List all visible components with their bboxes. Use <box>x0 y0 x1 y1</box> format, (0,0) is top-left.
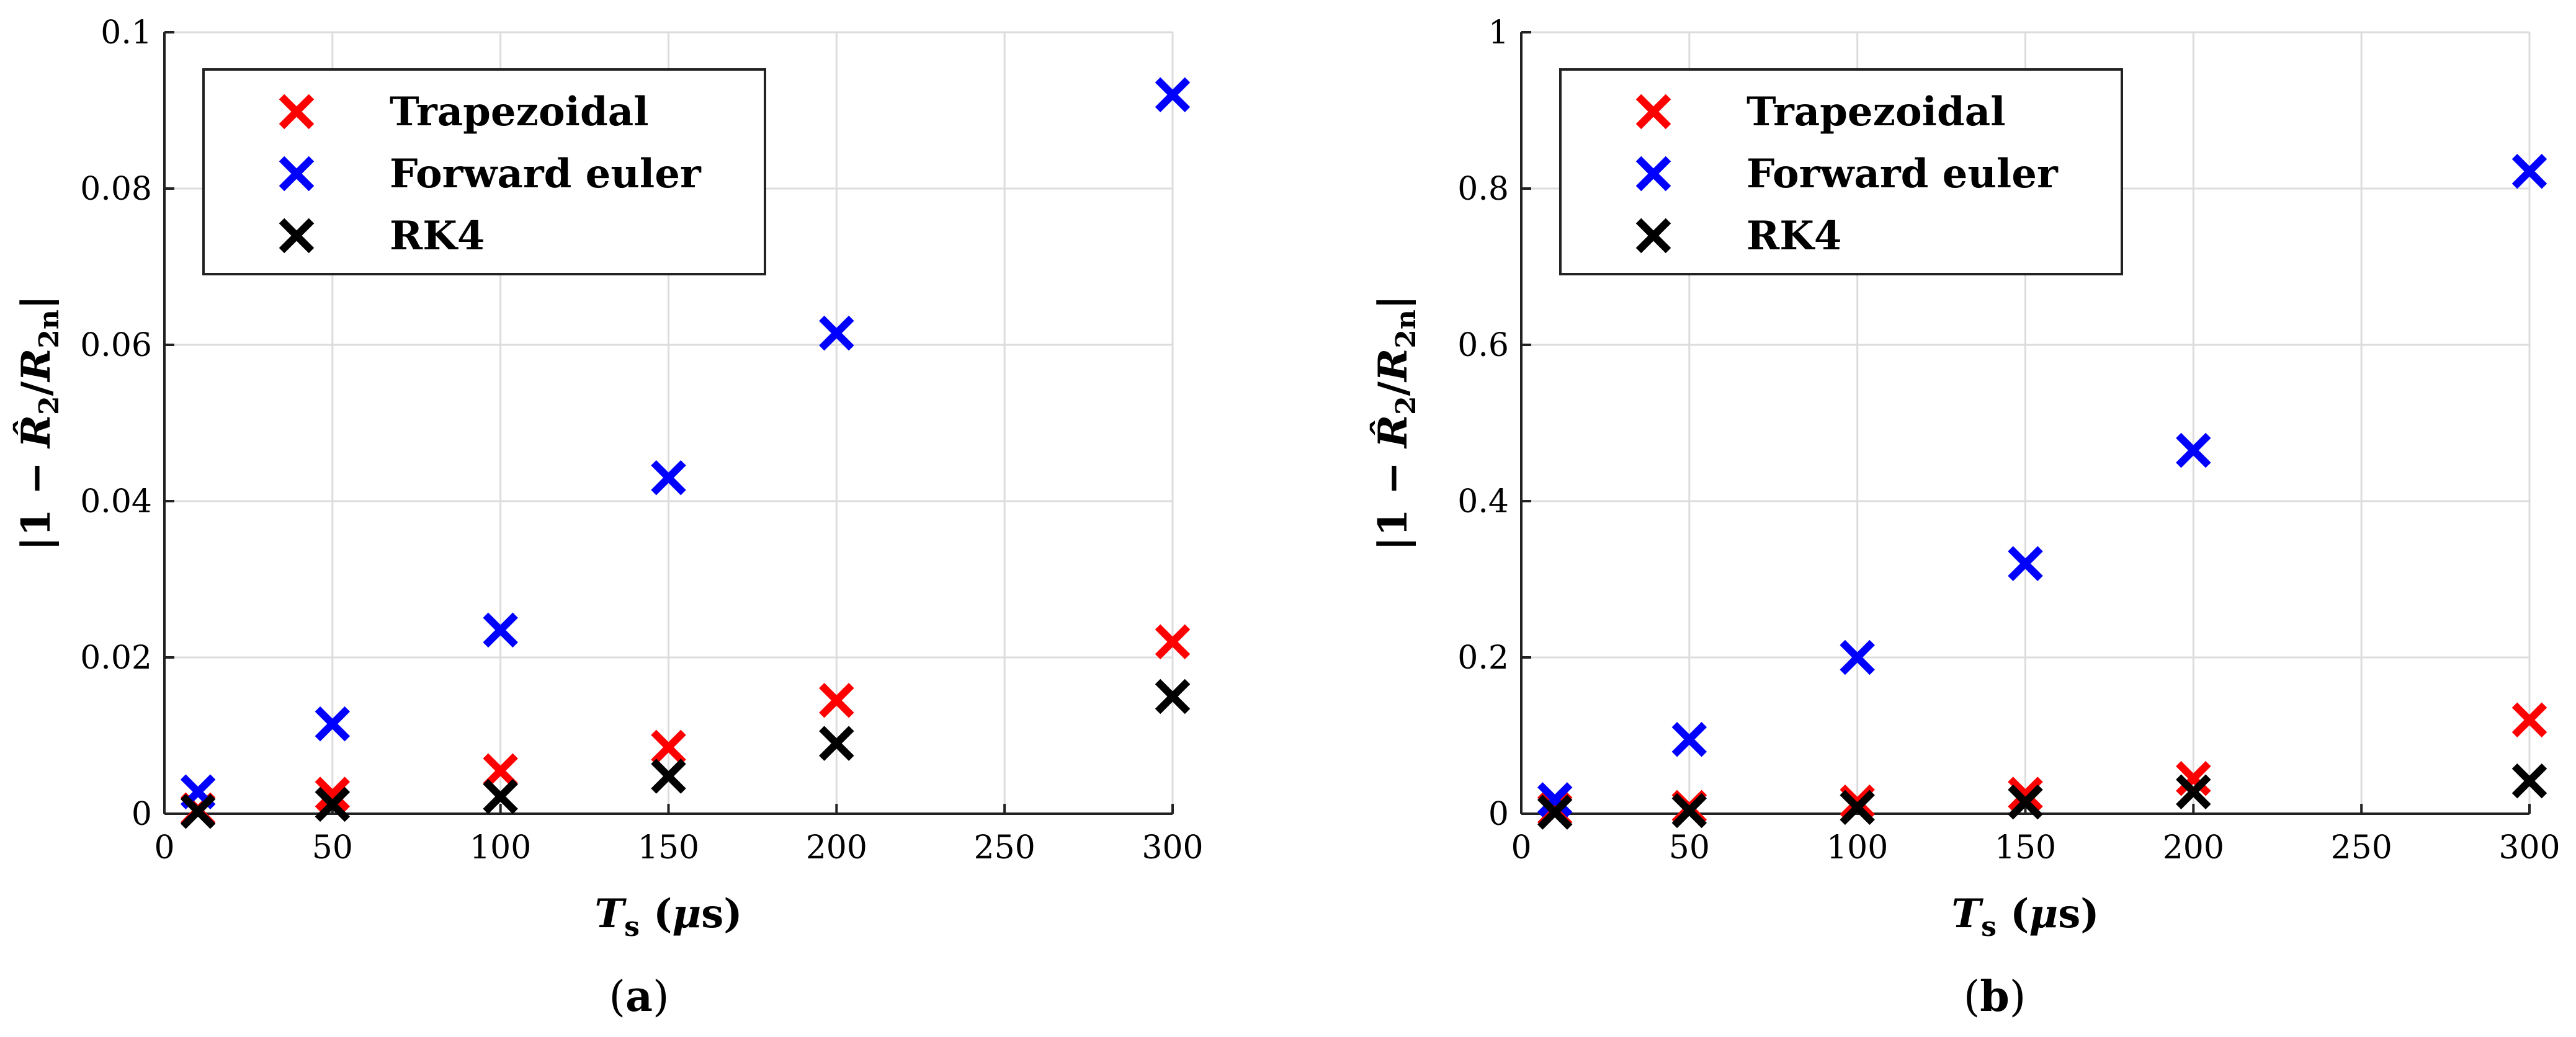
x-tick-label: 150 <box>1995 829 2056 866</box>
data-point <box>2511 154 2547 189</box>
panel-caption: (a) <box>609 972 669 1021</box>
y-tick-label: 0.04 <box>80 483 152 520</box>
data-point <box>483 779 518 814</box>
legend: Trapezoidal Forward euler RK4 <box>202 68 766 275</box>
y-axis-label: |1 − R̂2/R2n| <box>13 295 65 551</box>
data-point <box>819 315 854 351</box>
data-point <box>315 706 351 742</box>
data-point <box>2511 763 2547 799</box>
y-tick-label: 0.4 <box>1457 483 1509 520</box>
data-point <box>651 729 686 765</box>
legend-label: Trapezoidal <box>1746 89 2006 135</box>
legend-marker <box>279 218 315 254</box>
data-point <box>651 460 686 496</box>
y-tick-label: 0.6 <box>1457 327 1509 364</box>
data-point <box>651 759 686 794</box>
series-rk4 <box>180 679 1191 829</box>
data-point <box>2008 784 2043 820</box>
data-point <box>2008 546 2043 582</box>
data-point <box>2511 702 2547 738</box>
data-point <box>2176 761 2211 796</box>
data-point <box>2176 432 2211 468</box>
chart-panel-a: 0 50 100 150 200 250 300 0 0.02 0.04 0.06 0.08 0.1 Tr… <box>13 14 1204 1021</box>
y-axis-label: |1 − R̂2/R2n| <box>1370 295 1422 551</box>
x-tick-label: 100 <box>470 829 531 866</box>
legend-label: RK4 <box>390 213 485 259</box>
legend-marker <box>279 156 315 192</box>
y-tick-label: 0.06 <box>80 327 152 364</box>
data-point <box>1840 790 1875 826</box>
y-tick-label: 0.2 <box>1457 639 1509 677</box>
x-tick-label: 300 <box>2498 829 2560 866</box>
data-point <box>1537 794 1573 830</box>
x-tick-label: 100 <box>1827 829 1888 866</box>
y-tick-label: 0.08 <box>80 171 152 208</box>
y-tick-label: 0 <box>1488 796 1509 833</box>
legend-marker <box>1635 94 1671 130</box>
data-point <box>1840 639 1875 675</box>
data-point <box>315 786 351 822</box>
data-point <box>819 726 854 761</box>
x-tick-label: 50 <box>312 829 353 866</box>
x-axis-label: Ts (μs) <box>594 891 742 943</box>
x-tick-label: 200 <box>806 829 867 866</box>
data-point <box>180 793 216 829</box>
y-tick-label: 0.8 <box>1457 171 1509 208</box>
data-point <box>2176 774 2211 809</box>
data-point <box>1155 679 1191 714</box>
legend-label: Trapezoidal <box>390 89 649 135</box>
data-point <box>2008 777 2043 812</box>
data-point <box>1155 624 1191 660</box>
data-point <box>1671 793 1707 829</box>
data-point <box>483 753 518 788</box>
y-tick-label: 1 <box>1488 14 1509 51</box>
legend-marker <box>1635 218 1671 254</box>
data-point <box>1537 782 1573 817</box>
chart-panel-b: 0 50 100 150 200 250 300 0 0.2 0.4 0.6 0.8 1 Trapezoi… <box>1370 14 2560 1021</box>
legend-label: Forward euler <box>1746 151 2059 197</box>
x-tick-label: 0 <box>154 829 174 866</box>
data-point <box>1671 722 1707 757</box>
x-axis-label: Ts (μs) <box>1951 891 2099 943</box>
data-point <box>1155 77 1191 113</box>
data-point <box>819 683 854 718</box>
x-tick-label: 250 <box>974 829 1035 866</box>
legend: Trapezoidal Forward euler RK4 <box>1559 68 2123 275</box>
legend-label: RK4 <box>1746 213 1841 259</box>
series-forward-euler <box>1537 154 2547 817</box>
x-tick-label: 50 <box>1669 829 1710 866</box>
y-tick-label: 0.1 <box>101 14 152 51</box>
data-point <box>483 612 518 648</box>
legend-marker <box>279 94 315 130</box>
data-point <box>1840 784 1875 820</box>
x-tick-label: 300 <box>1142 829 1203 866</box>
legend-label: Forward euler <box>390 151 702 197</box>
y-tick-label: 0 <box>132 796 152 833</box>
series-rk4 <box>1537 763 2547 830</box>
x-tick-label: 200 <box>2163 829 2224 866</box>
x-tick-label: 250 <box>2331 829 2392 866</box>
legend-marker <box>1635 156 1671 192</box>
data-point <box>315 777 351 812</box>
y-tick-label: 0.02 <box>80 639 152 677</box>
x-tick-label: 0 <box>1511 829 1531 866</box>
x-tick-label: 150 <box>638 829 699 866</box>
panel-caption: (b) <box>1964 972 2026 1021</box>
